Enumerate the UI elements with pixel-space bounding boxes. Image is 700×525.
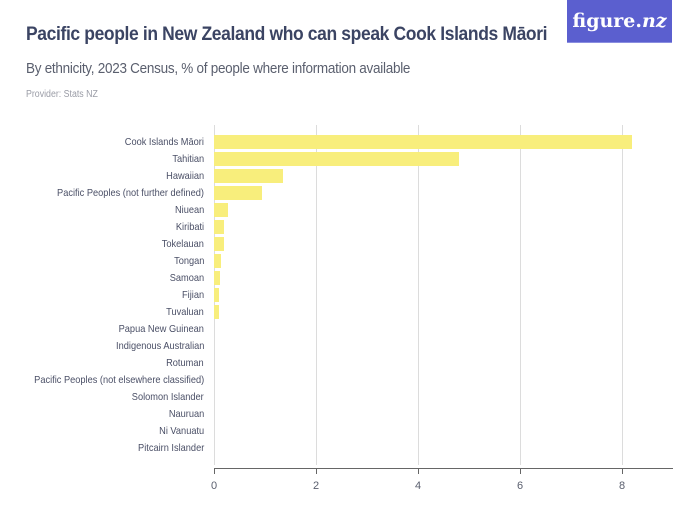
category-label: Cook Islands Māori (124, 136, 204, 148)
axis-tick-label: 6 (516, 480, 524, 492)
bar[interactable] (214, 152, 459, 166)
axis-tick-label: 0 (210, 480, 218, 492)
provider-label: Provider: Stats NZ (26, 89, 98, 100)
bar[interactable] (214, 169, 283, 183)
bar[interactable] (214, 135, 633, 149)
bar[interactable] (214, 237, 225, 251)
axis-tick (316, 468, 317, 474)
axis-tick (418, 468, 419, 474)
bar[interactable] (214, 220, 225, 234)
category-label: Tongan (173, 255, 204, 267)
axis-tick-label: 2 (312, 480, 320, 492)
bar[interactable] (214, 203, 228, 217)
category-label: Nauruan (168, 408, 204, 420)
category-label: Pacific Peoples (not further defined) (57, 187, 204, 199)
category-label: Pitcairn Islander (137, 442, 204, 454)
category-label: Solomon Islander (132, 391, 204, 403)
x-axis (214, 468, 673, 469)
category-label: Pacific Peoples (not elsewhere classifie… (33, 374, 204, 386)
logo-accent: nz (642, 10, 667, 32)
category-label: Fijian (181, 289, 204, 301)
category-label: Tuvaluan (166, 306, 204, 318)
axis-tick (520, 468, 521, 474)
category-label: Rotuman (166, 357, 204, 369)
gridline (622, 125, 623, 465)
gridline (520, 125, 521, 465)
category-label: Indigenous Australian (115, 340, 204, 352)
bar[interactable] (214, 254, 222, 268)
gridline (418, 125, 419, 465)
category-label: Papua New Guinean (118, 323, 204, 335)
figure-nz-logo[interactable]: figure. nz (567, 0, 672, 43)
category-label: Samoan (169, 272, 204, 284)
category-label: Kiribati (175, 221, 204, 233)
bar[interactable] (214, 271, 221, 285)
axis-tick-label: 8 (618, 480, 626, 492)
bar[interactable] (214, 186, 262, 200)
category-label: Ni Vanuatu (158, 425, 204, 437)
axis-tick (214, 468, 215, 474)
category-label: Hawaiian (165, 170, 204, 182)
category-label: Tokelauan (161, 238, 204, 250)
axis-tick-label: 4 (414, 480, 422, 492)
category-label: Tahitian (172, 153, 204, 165)
chart-subtitle: By ethnicity, 2023 Census, % of people w… (26, 60, 411, 77)
gridline (316, 125, 317, 465)
chart-title: Pacific people in New Zealand who can sp… (26, 24, 548, 45)
bar[interactable] (214, 305, 220, 319)
axis-tick (622, 468, 623, 474)
logo-text: figure. (572, 10, 643, 32)
category-label: Niuean (174, 204, 204, 216)
bar[interactable] (214, 288, 220, 302)
